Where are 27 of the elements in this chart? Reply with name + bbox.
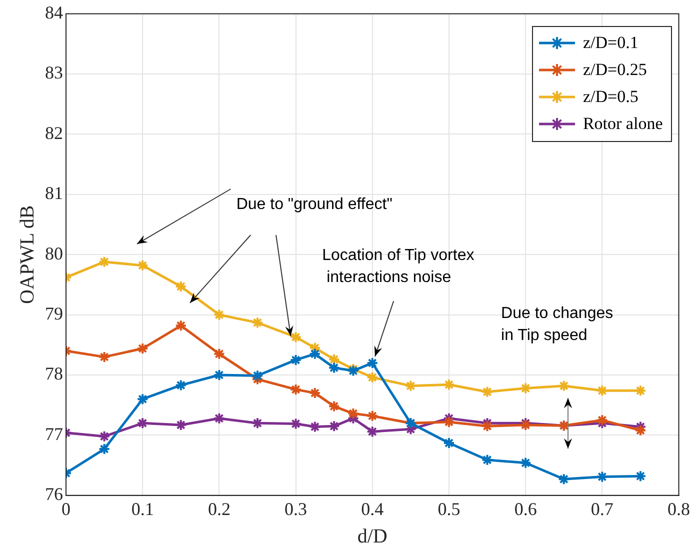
y-tick-label: 79 xyxy=(45,304,63,324)
y-tick-label: 80 xyxy=(45,243,63,264)
y-tick-label: 82 xyxy=(45,122,63,143)
x-tick-label: 0.8 xyxy=(668,498,690,519)
x-tick-label: 0.6 xyxy=(514,498,537,519)
annotation: Due to "ground effect" xyxy=(236,195,392,216)
y-axis-title: OAPWL dB xyxy=(16,205,38,304)
legend-label: z/D=0.5 xyxy=(582,87,638,108)
y-tick-label: 83 xyxy=(45,62,63,83)
x-tick-label: 0.5 xyxy=(438,498,460,519)
x-tick-label: 0.2 xyxy=(208,498,230,519)
x-tick-label: 0.3 xyxy=(284,498,308,519)
legend-label: z/D=0.1 xyxy=(582,33,638,54)
y-tick-label: 76 xyxy=(45,484,63,504)
annotation: Due to changes in Tip speed xyxy=(501,304,614,346)
y-tick-label: 84 xyxy=(45,2,63,23)
legend-label: Rotor alone xyxy=(582,114,663,134)
legend-label: z/D=0.25 xyxy=(582,60,647,80)
annotation: Location of Tip vortex interactions noise xyxy=(322,246,474,288)
y-tick-label: 78 xyxy=(45,364,63,384)
y-tick-label: 77 xyxy=(45,424,63,444)
x-tick-label: 0.4 xyxy=(361,498,384,519)
x-tick-label: 0.1 xyxy=(131,498,154,519)
x-axis-title: d/D xyxy=(357,525,388,548)
y-tick-label: 81 xyxy=(45,183,63,204)
x-tick-label: 0 xyxy=(62,498,70,519)
x-tick-label: 0.7 xyxy=(590,498,614,519)
